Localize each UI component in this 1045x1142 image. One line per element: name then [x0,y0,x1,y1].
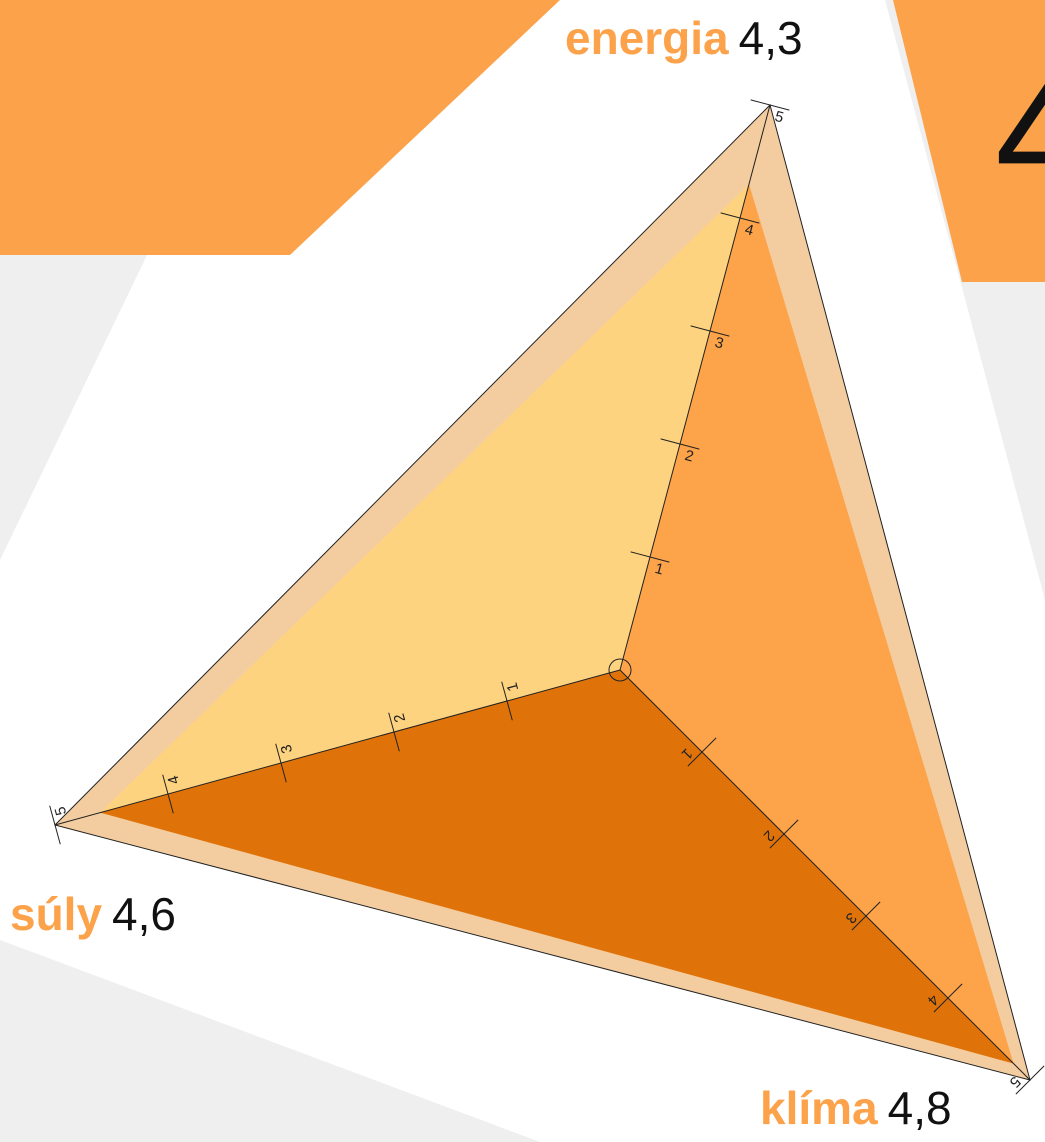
sector [620,184,1014,1064]
tick-mark [630,551,670,563]
tick-mark [720,212,760,224]
tick-mark [388,712,400,752]
category-label-group: energia 4,3 [565,12,803,64]
category-label-group: klíma 4,8 [760,1082,952,1134]
axis-line [54,669,621,826]
category-label: súly [10,888,102,940]
tick-mark [769,819,799,849]
sector [100,184,749,813]
tick-mark [1015,1065,1045,1095]
tick-mark [660,438,700,450]
center-marker [608,658,632,682]
background-number: 4 [995,37,1045,227]
tick-mark [690,325,730,337]
category-label: energia [565,12,729,64]
tick-mark [851,901,881,931]
tick-mark [933,983,963,1013]
value-label: 4,3 [739,12,803,64]
category-label-group: súly 4,6 [10,888,176,940]
value-label: 4,6 [112,888,176,940]
value-label: 4,8 [888,1082,952,1134]
tick-mark [750,99,790,111]
axis-line [619,669,1031,1081]
tick-mark [275,743,287,783]
tick-mark [49,805,61,845]
axis-line [619,104,771,671]
sector [100,670,1014,1064]
background-band [0,0,560,255]
tick-mark [162,774,174,814]
tick-mark [687,737,717,767]
background-band [893,0,1045,282]
category-label: klíma [760,1082,878,1134]
tick-mark [501,681,513,721]
